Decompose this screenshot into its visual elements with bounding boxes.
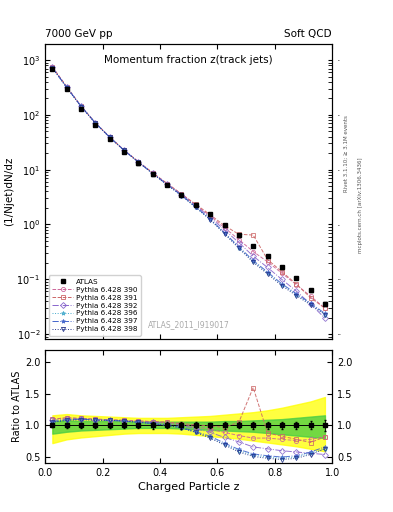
Text: Rivet 3.1.10; ≥ 3.1M events: Rivet 3.1.10; ≥ 3.1M events — [344, 115, 349, 192]
Legend: ATLAS, Pythia 6.428 390, Pythia 6.428 391, Pythia 6.428 392, Pythia 6.428 396, P: ATLAS, Pythia 6.428 390, Pythia 6.428 39… — [49, 275, 141, 336]
X-axis label: Charged Particle z: Charged Particle z — [138, 482, 239, 493]
Text: Momentum fraction z(track jets): Momentum fraction z(track jets) — [104, 55, 273, 66]
Y-axis label: (1/Njet)dN/dz: (1/Njet)dN/dz — [4, 157, 14, 226]
Text: Soft QCD: Soft QCD — [285, 29, 332, 39]
Y-axis label: Ratio to ATLAS: Ratio to ATLAS — [12, 371, 22, 442]
Text: 7000 GeV pp: 7000 GeV pp — [45, 29, 113, 39]
Text: mcplots.cern.ch [arXiv:1306.3436]: mcplots.cern.ch [arXiv:1306.3436] — [358, 157, 363, 252]
Text: ATLAS_2011_I919017: ATLAS_2011_I919017 — [148, 320, 230, 329]
